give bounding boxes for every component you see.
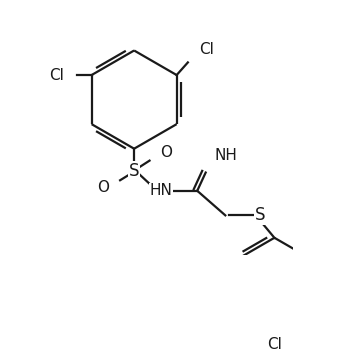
Text: NH: NH bbox=[214, 148, 237, 163]
Text: Cl: Cl bbox=[199, 42, 214, 57]
Text: S: S bbox=[255, 206, 266, 224]
Text: S: S bbox=[129, 162, 139, 180]
Text: Cl: Cl bbox=[49, 68, 64, 83]
Text: O: O bbox=[160, 146, 172, 160]
Text: O: O bbox=[98, 181, 110, 195]
Text: Cl: Cl bbox=[267, 337, 282, 352]
Text: HN: HN bbox=[149, 183, 172, 198]
